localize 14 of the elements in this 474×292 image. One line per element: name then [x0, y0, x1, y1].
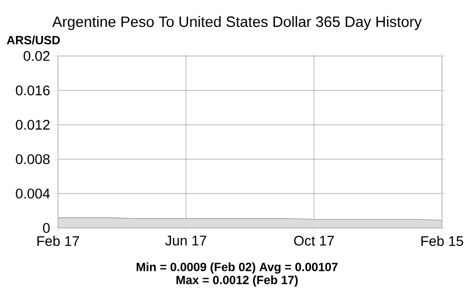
y-tick-label: 0.012 — [16, 120, 50, 130]
y-tick-label: 0.016 — [16, 85, 50, 96]
text: Max = 0.0012 (Feb 17) — [176, 275, 298, 287]
x-tick-label: Feb 15 — [421, 236, 464, 246]
y-axis-title: ARS/USD — [6, 36, 60, 44]
y-tick-label: 0.008 — [16, 154, 50, 164]
text: Min = 0.0009 (Feb 02) Avg = 0.00107 — [136, 262, 338, 274]
x-tick-label: Oct 17 — [294, 236, 334, 246]
chart-title: Argentine Peso To United States Dollar 365 Day History — [52, 16, 422, 30]
y-tick-label: 0.004 — [16, 188, 50, 199]
x-tick-label: Feb 17 — [37, 236, 79, 246]
y-tick-label: 0 — [43, 223, 50, 233]
x-tick-label: Jun 17 — [165, 236, 206, 246]
y-tick-label: 0.02 — [24, 51, 50, 61]
